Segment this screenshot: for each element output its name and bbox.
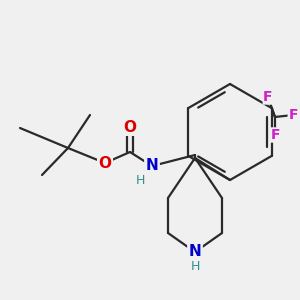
Text: F: F: [270, 128, 280, 142]
Text: N: N: [146, 158, 158, 173]
Text: H: H: [135, 173, 145, 187]
Text: F: F: [263, 90, 273, 104]
Text: N: N: [189, 244, 201, 260]
Text: O: O: [124, 119, 136, 134]
Text: O: O: [98, 155, 112, 170]
Text: H: H: [190, 260, 200, 272]
Text: F: F: [288, 108, 298, 122]
